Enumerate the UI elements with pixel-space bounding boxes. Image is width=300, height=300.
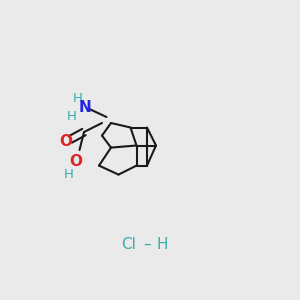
Text: Cl: Cl	[122, 237, 136, 252]
Text: H: H	[64, 167, 73, 181]
Text: N: N	[78, 100, 91, 116]
Text: H: H	[67, 110, 76, 123]
Text: O: O	[69, 154, 82, 169]
Text: H: H	[73, 92, 83, 106]
Text: O: O	[59, 134, 72, 149]
Text: –: –	[143, 237, 151, 252]
Text: H: H	[156, 237, 168, 252]
